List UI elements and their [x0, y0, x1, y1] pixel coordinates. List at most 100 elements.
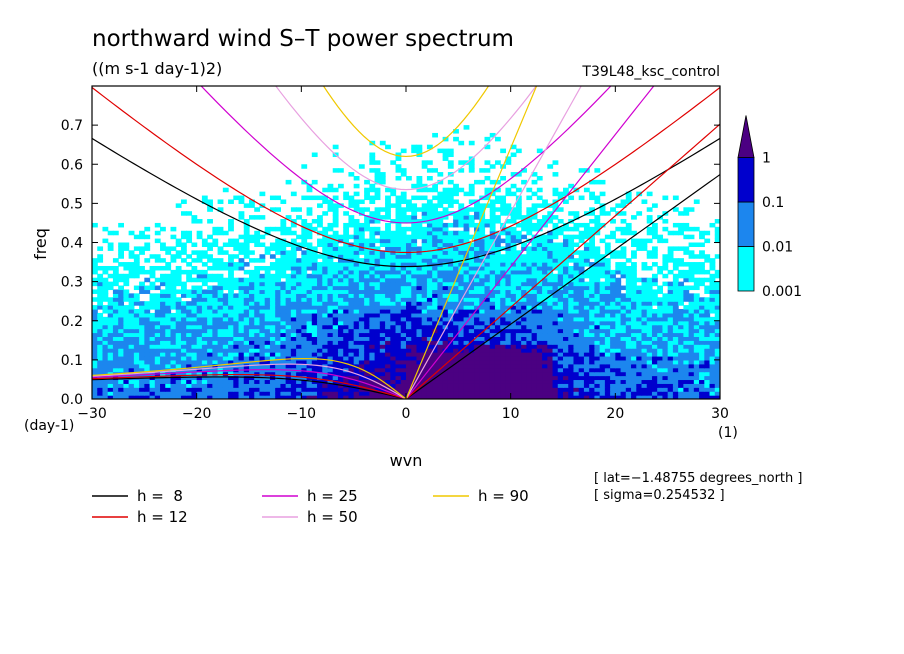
heatmap-cell: [343, 265, 350, 271]
heatmap-cell: [97, 359, 104, 365]
heatmap-cell: [510, 383, 517, 388]
heatmap-cell: [264, 340, 271, 345]
heatmap-cell: [128, 352, 135, 357]
heatmap-cell: [107, 395, 114, 399]
heatmap-cell: [139, 250, 145, 255]
heatmap-cell: [343, 348, 350, 353]
heatmap-cell: [636, 375, 643, 381]
heatmap-cell: [170, 320, 177, 326]
heatmap-cell: [306, 379, 313, 384]
heatmap-cell: [573, 281, 580, 287]
heatmap-cell: [416, 293, 423, 298]
heatmap-cell: [102, 371, 109, 377]
heatmap-cell: [165, 387, 172, 392]
heatmap-cell: [662, 383, 669, 388]
heatmap-cell: [322, 375, 329, 381]
heatmap-cell: [233, 375, 240, 381]
heatmap-cell: [437, 285, 444, 291]
heatmap-cell: [217, 332, 224, 337]
heatmap-cell: [254, 207, 261, 212]
heatmap-cell: [379, 367, 386, 373]
heatmap-cell: [301, 226, 308, 232]
heatmap-cell: [175, 273, 182, 279]
heatmap-cell: [154, 340, 161, 345]
heatmap-cell: [123, 289, 130, 294]
heatmap-cell: [280, 258, 287, 263]
heatmap-cell: [683, 352, 690, 357]
heatmap-cell: [631, 359, 637, 365]
heatmap-cell: [547, 305, 554, 310]
heatmap-cell: [254, 355, 261, 361]
heatmap-cell: [672, 344, 679, 349]
heatmap-cell: [631, 371, 637, 377]
heatmap-cell: [531, 375, 538, 381]
heatmap-cell: [662, 297, 669, 302]
heatmap-cell: [573, 289, 580, 294]
heatmap-cell: [531, 391, 538, 396]
heatmap-cell: [474, 297, 480, 302]
heatmap-cell: [416, 250, 423, 255]
heatmap-cell: [259, 379, 266, 384]
heatmap-cell: [657, 269, 664, 275]
heatmap-cell: [662, 219, 669, 224]
heatmap-cell: [196, 312, 203, 318]
heatmap-cell: [667, 324, 674, 330]
heatmap-cell: [123, 316, 130, 322]
heatmap-cell: [667, 297, 674, 302]
heatmap-cell: [583, 371, 590, 377]
heatmap-cell: [693, 285, 700, 291]
heatmap-cell: [249, 387, 255, 392]
heatmap-cell: [646, 324, 653, 330]
heatmap-cell: [526, 305, 533, 310]
heatmap-cell: [662, 305, 669, 310]
heatmap-cell: [411, 254, 418, 259]
heatmap-cell: [290, 277, 297, 283]
heatmap-cell: [97, 281, 104, 287]
heatmap-cell: [453, 297, 459, 302]
heatmap-cell: [573, 348, 580, 353]
heatmap-cell: [139, 348, 145, 353]
heatmap-cell: [191, 375, 198, 381]
heatmap-cell: [228, 371, 234, 377]
heatmap-cell: [599, 383, 606, 388]
heatmap-cell: [578, 332, 585, 337]
heatmap-cell: [374, 285, 381, 291]
heatmap-cell: [353, 230, 360, 236]
heatmap-cell: [385, 320, 391, 326]
heatmap-cell: [97, 246, 104, 251]
heatmap-cell: [468, 215, 475, 220]
heatmap-cell: [688, 395, 695, 399]
heatmap-cell: [463, 277, 470, 283]
heatmap-cell: [583, 332, 590, 337]
heatmap-cell: [657, 297, 664, 302]
heatmap-cell: [296, 258, 302, 263]
heatmap-cell: [358, 332, 365, 337]
heatmap-cell: [510, 391, 517, 396]
heatmap-cell: [699, 391, 705, 396]
heatmap-cell: [688, 316, 695, 322]
heatmap-cell: [625, 383, 632, 388]
heatmap-cell: [693, 324, 700, 330]
heatmap-cell: [510, 250, 517, 255]
heatmap-cell: [348, 371, 355, 377]
heatmap-cell: [573, 269, 580, 275]
heatmap-cell: [536, 371, 543, 377]
heatmap-cell: [563, 309, 569, 314]
heatmap-cell: [400, 371, 407, 377]
heatmap-cell: [505, 383, 512, 388]
heatmap-cell: [416, 340, 423, 345]
heatmap-cell: [406, 305, 412, 310]
heatmap-cell: [290, 320, 297, 326]
heatmap-cell: [411, 328, 418, 334]
heatmap-cell: [531, 320, 538, 326]
heatmap-cell: [411, 230, 418, 236]
heatmap-cell: [474, 207, 480, 212]
heatmap-cell: [489, 340, 496, 345]
heatmap-cell: [442, 324, 449, 330]
heatmap-cell: [317, 242, 323, 248]
heatmap-cell: [175, 277, 182, 283]
heatmap-cell: [97, 320, 104, 326]
heatmap-cell: [641, 297, 648, 302]
heatmap-cell: [463, 324, 470, 330]
heatmap-cell: [327, 344, 334, 349]
